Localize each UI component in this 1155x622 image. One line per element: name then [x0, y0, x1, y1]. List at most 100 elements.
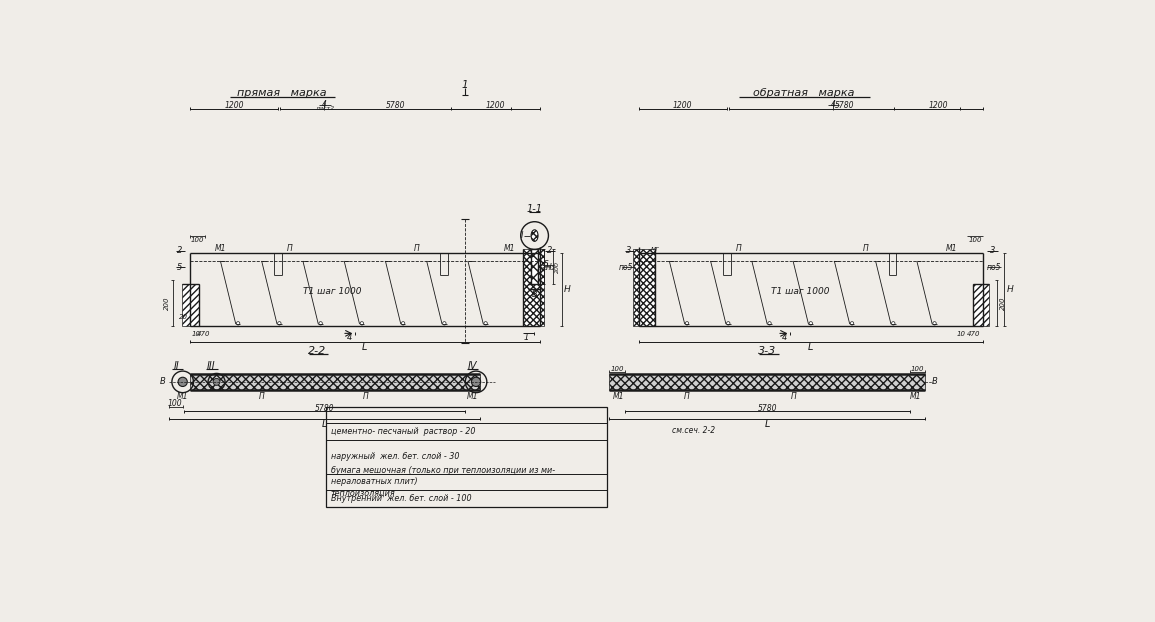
Text: 100: 100	[968, 237, 982, 243]
Bar	[531, 249, 537, 284]
Bar	[191, 374, 480, 389]
Text: 100: 100	[610, 366, 624, 372]
Text: М1: М1	[946, 244, 957, 253]
Text: М1: М1	[910, 392, 922, 401]
Text: I: I	[521, 231, 523, 240]
Text: 4: 4	[782, 333, 788, 343]
Text: 4: 4	[322, 100, 327, 109]
Text: цементно- песчаный  раствор - 20: цементно- песчаный раствор - 20	[330, 427, 475, 435]
Text: 1200: 1200	[673, 101, 693, 110]
Text: П: П	[791, 392, 797, 401]
Circle shape	[178, 378, 187, 386]
Text: III: III	[207, 361, 216, 371]
Text: 2: 2	[547, 246, 552, 254]
Text: П: П	[259, 392, 264, 401]
Text: М1: М1	[467, 392, 478, 401]
Text: 1: 1	[462, 80, 469, 90]
Text: 100: 100	[191, 237, 204, 243]
Text: 2-2: 2-2	[307, 346, 326, 356]
Circle shape	[933, 322, 937, 325]
Text: 1200: 1200	[929, 101, 948, 110]
Text: лист2: лист2	[315, 106, 334, 111]
Text: 3-3: 3-3	[758, 346, 776, 356]
Circle shape	[213, 378, 219, 386]
Text: 4: 4	[348, 333, 352, 343]
Bar	[974, 284, 989, 327]
Text: 470: 470	[967, 331, 981, 337]
Text: 20: 20	[179, 314, 188, 320]
Text: B: B	[531, 290, 537, 299]
Circle shape	[685, 322, 688, 325]
Circle shape	[442, 322, 446, 325]
Text: 3: 3	[990, 246, 996, 254]
Circle shape	[810, 322, 812, 325]
Circle shape	[892, 322, 895, 325]
Text: 5780: 5780	[835, 101, 855, 110]
Text: лист2: лист2	[537, 266, 556, 271]
Text: по5: по5	[986, 262, 1000, 272]
Text: 1-1: 1-1	[527, 203, 543, 213]
Circle shape	[484, 322, 487, 325]
Text: П: П	[684, 392, 690, 401]
Text: П: П	[863, 244, 869, 253]
Text: 100: 100	[910, 366, 924, 372]
Text: H: H	[1006, 285, 1013, 294]
Text: 5780: 5780	[758, 404, 777, 412]
Text: 5: 5	[177, 262, 182, 272]
Text: М1: М1	[177, 392, 188, 401]
Ellipse shape	[531, 230, 538, 241]
Text: 5780: 5780	[314, 404, 334, 412]
Text: IV: IV	[468, 361, 477, 371]
Text: 5: 5	[544, 261, 549, 269]
Text: Т1 шаг 1000: Т1 шаг 1000	[303, 287, 362, 296]
Text: бумага мешочная (только при теплоизоляции из ми-
нераловатных плит)
теплоизоляци: бумага мешочная (только при теплоизоляци…	[330, 466, 554, 498]
Text: см.сеч. 2-2: см.сеч. 2-2	[672, 426, 716, 435]
Text: 200: 200	[1000, 297, 1006, 310]
Text: B: B	[159, 378, 165, 386]
Text: II: II	[173, 361, 179, 371]
Bar	[633, 249, 656, 327]
Text: 10: 10	[192, 331, 200, 337]
Bar	[610, 374, 925, 389]
Text: по5: по5	[619, 262, 633, 272]
Text: 470: 470	[196, 331, 210, 337]
Text: H: H	[545, 262, 551, 272]
Text: 200: 200	[556, 261, 560, 273]
Text: 1: 1	[523, 333, 529, 343]
Text: L: L	[765, 419, 769, 429]
Circle shape	[237, 322, 240, 325]
Circle shape	[850, 322, 854, 325]
Text: 100: 100	[167, 399, 182, 408]
Text: Т1 шаг 1000: Т1 шаг 1000	[772, 287, 829, 296]
Text: П: П	[286, 244, 292, 253]
Text: М1: М1	[613, 392, 624, 401]
Text: B: B	[932, 378, 938, 386]
Text: М1: М1	[504, 244, 515, 253]
Circle shape	[319, 322, 322, 325]
Text: L: L	[363, 342, 367, 352]
Text: 1200: 1200	[224, 101, 244, 110]
Text: L: L	[322, 419, 327, 429]
Text: П: П	[363, 392, 368, 401]
Text: 4: 4	[830, 100, 836, 109]
Text: 5780: 5780	[386, 101, 405, 110]
Text: 2: 2	[177, 246, 182, 254]
Circle shape	[726, 322, 730, 325]
Bar	[182, 284, 199, 327]
Circle shape	[471, 378, 480, 386]
Text: М1: М1	[215, 244, 226, 253]
Circle shape	[402, 322, 404, 325]
Circle shape	[768, 322, 772, 325]
Circle shape	[277, 322, 281, 325]
Text: П: П	[736, 244, 742, 253]
Bar	[523, 249, 544, 327]
Text: H: H	[564, 285, 571, 294]
Bar	[326, 407, 606, 508]
Text: мг: мг	[651, 246, 660, 252]
Text: прямая   марка: прямая марка	[237, 88, 327, 98]
Circle shape	[360, 322, 364, 325]
Text: 200: 200	[164, 297, 170, 310]
Text: обратная   марка: обратная марка	[753, 88, 854, 98]
Text: 1200: 1200	[486, 101, 506, 110]
Text: Внутренний  жел. бет. слой - 100: Внутренний жел. бет. слой - 100	[330, 494, 471, 503]
